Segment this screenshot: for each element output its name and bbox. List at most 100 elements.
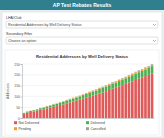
axis-line	[21, 65, 23, 119]
bar	[33, 110, 36, 111]
bar	[144, 67, 147, 69]
tick-mark	[21, 75, 23, 76]
bar	[69, 98, 72, 100]
bar	[111, 83, 114, 84]
bar	[46, 108, 49, 118]
bar	[23, 114, 26, 118]
bar	[98, 93, 101, 118]
bar	[118, 79, 121, 80]
bar	[118, 86, 121, 118]
bar	[59, 102, 62, 103]
legend-label: Delivered	[91, 121, 105, 125]
bar	[128, 77, 131, 83]
tick-label: 0	[18, 117, 20, 121]
bar	[82, 94, 85, 96]
tick: 0	[18, 117, 22, 121]
bar	[39, 110, 42, 118]
bar	[121, 80, 124, 86]
tick-mark	[21, 118, 23, 119]
bar	[147, 67, 150, 68]
grid-line	[22, 107, 154, 108]
bar	[118, 80, 121, 81]
bar	[46, 106, 49, 107]
bar	[115, 83, 118, 88]
bar	[29, 112, 32, 118]
bar	[29, 111, 32, 112]
bar	[36, 109, 39, 110]
legend: Not DeliveredDeliveredPendingCancelled	[14, 121, 106, 131]
bar	[134, 72, 137, 73]
bar	[42, 107, 45, 108]
bar	[144, 76, 147, 118]
bar	[69, 102, 72, 118]
bar	[111, 89, 114, 118]
bar	[52, 104, 55, 105]
filter-select[interactable]	[6, 21, 158, 28]
bar	[151, 66, 154, 73]
bar	[118, 81, 121, 86]
bar	[55, 103, 58, 104]
bar	[42, 109, 45, 118]
tick: 50	[16, 106, 22, 110]
bar	[46, 105, 49, 106]
bar	[147, 65, 150, 67]
bar	[131, 75, 134, 81]
bar	[69, 98, 72, 99]
bar	[115, 81, 118, 82]
bar	[115, 81, 118, 82]
grid-line	[22, 118, 154, 119]
bar	[144, 68, 147, 69]
grid	[22, 64, 154, 118]
bar	[23, 112, 26, 113]
bar	[111, 82, 114, 83]
bar	[26, 112, 29, 113]
panel	[2, 12, 162, 137]
bar	[98, 89, 101, 93]
bar	[42, 108, 45, 110]
bar	[138, 72, 141, 78]
filter-select[interactable]	[6, 37, 158, 44]
bar	[144, 69, 147, 76]
bar	[88, 91, 91, 92]
bar	[88, 97, 91, 118]
bar	[108, 83, 111, 84]
bar	[75, 97, 78, 100]
bar	[105, 86, 108, 91]
bar	[124, 78, 127, 84]
tick: 100	[14, 95, 22, 99]
tick: 200	[14, 73, 22, 77]
bar	[26, 113, 29, 118]
bar	[55, 103, 58, 104]
bar	[101, 88, 104, 93]
legend-swatch	[14, 121, 17, 124]
bar	[78, 100, 81, 118]
bar	[141, 70, 144, 71]
bar	[131, 73, 134, 75]
bar	[65, 103, 68, 118]
dropdown-arrow	[153, 40, 156, 42]
bar	[72, 99, 75, 102]
legend-swatch	[86, 127, 89, 130]
bar	[105, 85, 108, 87]
bar	[108, 90, 111, 118]
bar	[92, 96, 95, 118]
bar	[105, 91, 108, 118]
bar	[39, 107, 42, 108]
bar	[62, 104, 65, 118]
bar	[72, 97, 75, 98]
bar	[59, 102, 62, 103]
bar	[151, 64, 154, 65]
tick-label: 100	[14, 95, 20, 99]
header-bar	[0, 0, 164, 10]
bar	[147, 68, 150, 75]
tick-label: 200	[14, 73, 20, 77]
bar	[26, 111, 29, 112]
filter-value: Residential Addresses by Well Delivery S…	[8, 23, 82, 27]
tick-mark	[21, 107, 23, 108]
dropdown-arrow	[153, 24, 156, 26]
bar	[88, 93, 91, 97]
bar	[131, 74, 134, 75]
legend-label: Cancelled	[91, 127, 106, 131]
bar	[101, 93, 104, 118]
bar	[85, 94, 88, 98]
